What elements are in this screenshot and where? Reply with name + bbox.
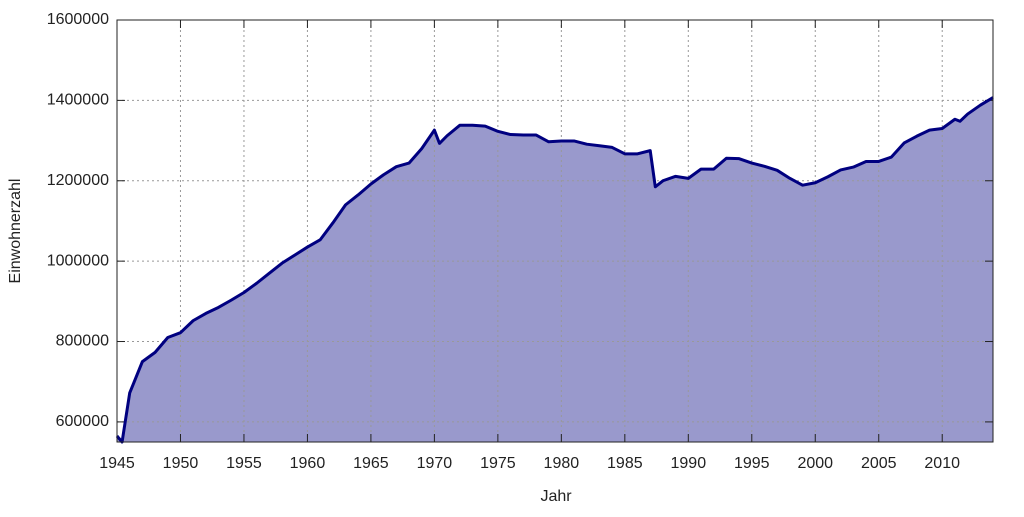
- y-tick-label: 600000: [56, 413, 109, 430]
- x-tick-label: 1945: [99, 455, 135, 472]
- line: [115, 96, 994, 444]
- area: [117, 97, 993, 442]
- x-tick-label: 2000: [797, 455, 833, 472]
- x-tick-label: 1980: [544, 455, 580, 472]
- x-tick-label: 1960: [290, 455, 326, 472]
- y-tick-label: 1400000: [47, 92, 109, 109]
- x-tick-label: 1985: [607, 455, 643, 472]
- y-tick-label: 800000: [56, 333, 109, 350]
- x-tick-label: 1965: [353, 455, 389, 472]
- x-tick-label: 1990: [671, 455, 707, 472]
- x-tick-label: 1970: [417, 455, 453, 472]
- y-axis-label: Einwohnerzahl: [7, 179, 24, 284]
- x-tick-label: 2005: [861, 455, 897, 472]
- y-tick-label: 1600000: [47, 11, 109, 28]
- plot-frame: [116, 19, 994, 443]
- x-tick-label: 1975: [480, 455, 516, 472]
- x-tick-label: 1950: [163, 455, 199, 472]
- y-tick-label: 1200000: [47, 172, 109, 189]
- y-tick-label: 1000000: [47, 252, 109, 269]
- x-axis-label: Jahr: [540, 488, 572, 505]
- x-tick-label: 1995: [734, 455, 770, 472]
- x-tick-label: 1955: [226, 455, 262, 472]
- x-tick-label: 2010: [924, 455, 960, 472]
